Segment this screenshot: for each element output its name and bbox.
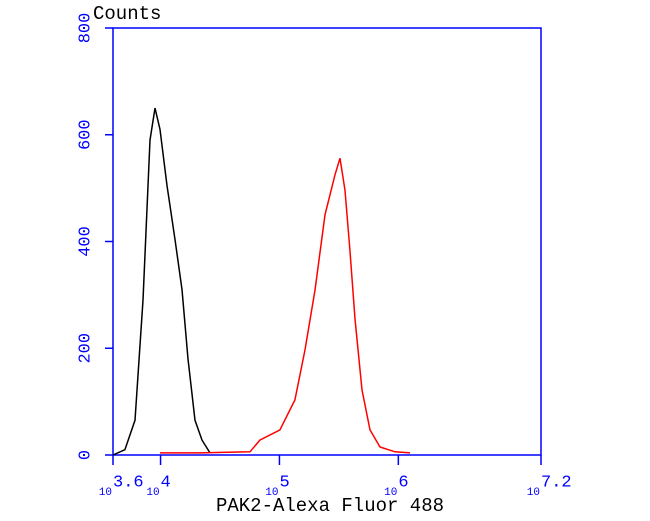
y-axis-label: Counts [93, 3, 161, 25]
x-tick-base: 10 [527, 487, 540, 499]
x-tick-base: 10 [265, 487, 278, 499]
x-axis-label: PAK2-Alexa Fluor 488 [216, 495, 444, 517]
x-tick-base: 10 [384, 487, 397, 499]
series-line [160, 157, 411, 454]
plot-frame [112, 27, 542, 456]
y-tick-label: 200 [76, 333, 95, 364]
x-tick-exponent: 7.2 [541, 473, 572, 492]
series-line [112, 107, 211, 456]
y-tick-label: 0 [76, 450, 95, 460]
y-tick-label: 400 [76, 226, 95, 257]
y-tick-label: 800 [76, 13, 95, 44]
x-tick-base: 10 [99, 487, 112, 499]
y-tick-label: 600 [76, 119, 95, 150]
x-tick-exponent: 5 [279, 473, 289, 492]
x-tick-exponent: 6 [398, 473, 408, 492]
x-tick-exponent: 3.6 [113, 473, 144, 492]
x-tick-base: 10 [146, 487, 159, 499]
x-tick-exponent: 4 [161, 473, 171, 492]
